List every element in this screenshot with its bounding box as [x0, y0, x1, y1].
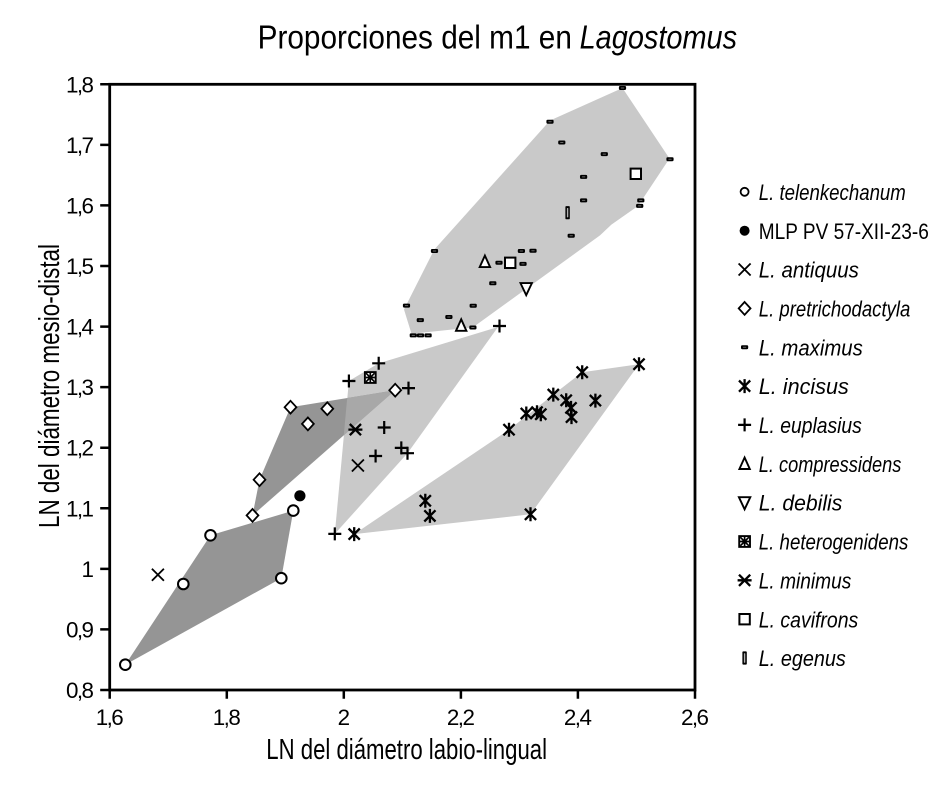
svg-text:L. egenus: L. egenus [759, 646, 846, 671]
svg-text:2,4: 2,4 [564, 705, 592, 730]
svg-text:1,3: 1,3 [66, 375, 94, 400]
svg-text:0,9: 0,9 [66, 617, 94, 642]
svg-text:1,1: 1,1 [66, 496, 94, 521]
svg-text:2,2: 2,2 [447, 705, 475, 730]
svg-text:LN del diámetro labio-lingual: LN del diámetro labio-lingual [266, 734, 547, 766]
svg-text:1,8: 1,8 [66, 72, 94, 97]
svg-text:2: 2 [338, 705, 350, 730]
svg-text:MLP PV 57-XII-23-6: MLP PV 57-XII-23-6 [759, 219, 929, 244]
svg-text:1,6: 1,6 [66, 193, 94, 218]
svg-text:1,2: 1,2 [66, 436, 94, 461]
svg-text:Lagostomus: Lagostomus [580, 20, 738, 57]
svg-text:1,6: 1,6 [96, 705, 124, 730]
svg-text:L. antiquus: L. antiquus [759, 258, 859, 283]
svg-text:L. euplasius: L. euplasius [759, 413, 862, 438]
svg-text:LN del diámetro mesio-distal: LN del diámetro mesio-distal [34, 244, 66, 528]
svg-text:1,4: 1,4 [66, 315, 94, 340]
svg-text:L. pretrichodactyla: L. pretrichodactyla [759, 297, 911, 322]
svg-text:0,8: 0,8 [66, 678, 94, 703]
svg-text:L. maximus: L. maximus [759, 335, 863, 360]
svg-text:1: 1 [82, 557, 94, 582]
svg-text:L. heterogenidens: L. heterogenidens [759, 530, 909, 555]
svg-text:L. incisus: L. incisus [759, 374, 849, 399]
svg-text:Proporciones del m1 en: Proporciones del m1 en [258, 20, 572, 57]
svg-text:L. cavifrons: L. cavifrons [759, 607, 859, 632]
svg-text:1,5: 1,5 [66, 254, 94, 279]
svg-text:L. compressidens: L. compressidens [759, 452, 902, 477]
svg-text:L. minimus: L. minimus [759, 568, 852, 593]
svg-text:1,8: 1,8 [213, 705, 241, 730]
svg-text:2,6: 2,6 [681, 705, 709, 730]
svg-text:L. telenkechanum: L. telenkechanum [759, 180, 906, 205]
svg-text:L. debilis: L. debilis [759, 491, 843, 516]
svg-text:1,7: 1,7 [66, 133, 94, 158]
